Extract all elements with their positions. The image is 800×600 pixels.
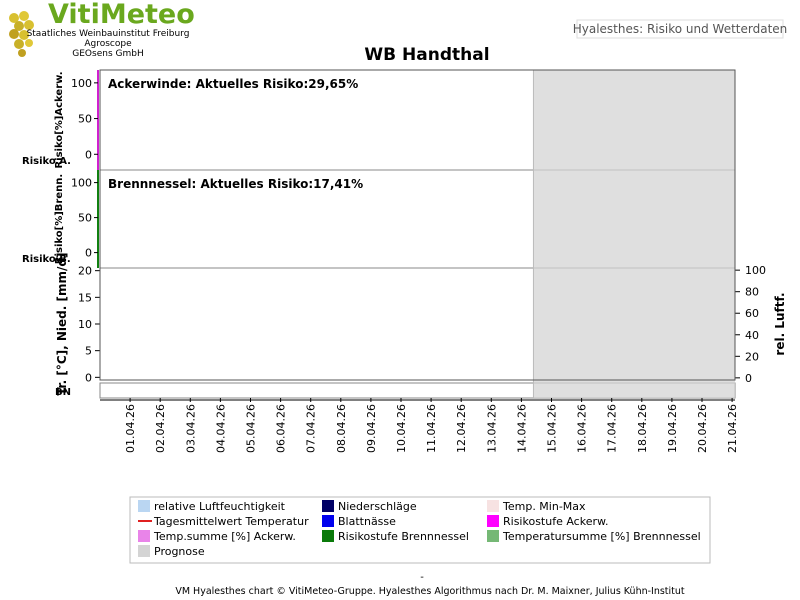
y2-tick-label: 80 — [745, 286, 759, 299]
x-tick-label: 05.04.26 — [245, 404, 258, 453]
y2-axis-label: rel. Luftf. — [773, 292, 787, 355]
y-tick-label: 5 — [85, 345, 92, 358]
x-tick-label: 04.04.26 — [214, 404, 227, 453]
legend-item: Prognose — [138, 545, 205, 558]
legend-swatch — [322, 515, 334, 527]
legend-label: relative Luftfeuchtigkeit — [154, 500, 286, 513]
legend-item: Temp.summe [%] Ackerw. — [138, 530, 296, 543]
risk-label: Risiko A. — [22, 156, 71, 167]
legend: relative Luftfeuchtigkeit Tagesmittelwer… — [138, 500, 701, 558]
y-tick-label: 100 — [71, 177, 92, 190]
x-tick-label: 11.04.26 — [425, 404, 438, 453]
y2-tick-label: 0 — [745, 372, 752, 385]
legend-swatch — [138, 500, 150, 512]
legend-label: Prognose — [154, 545, 205, 558]
legend-label: Niederschläge — [338, 500, 417, 513]
risk-label: Risiko B. — [22, 254, 71, 265]
y-tick-label: 50 — [78, 113, 92, 126]
x-tick-label: 02.04.26 — [154, 404, 167, 453]
y-axis-label: Risiko[%]Brenn. — [54, 174, 65, 264]
legend-swatch — [138, 545, 150, 557]
legend-item: Temp. Min-Max — [487, 500, 586, 513]
y-tick-label: 0 — [85, 148, 92, 161]
footer-dash: - — [420, 572, 424, 583]
y-tick-label: 50 — [78, 212, 92, 225]
y2-tick-label: 60 — [745, 307, 759, 320]
section-title: Hyalesthes: Risiko und Wetterdaten — [573, 22, 788, 36]
x-tick-label: 18.04.26 — [636, 404, 649, 453]
legend-item: Temperatursumme [%] Brennnessel — [487, 530, 701, 543]
footer-credit: VM Hyalesthes chart © VitiMeteo-Gruppe. … — [175, 586, 685, 597]
x-tick-label: 08.04.26 — [335, 404, 348, 453]
x-tick-label: 12.04.26 — [455, 404, 468, 453]
legend-swatch — [487, 515, 499, 527]
legend-swatch — [322, 500, 334, 512]
institution: GEOsens GmbH — [72, 49, 143, 59]
y2-tick-label: 20 — [745, 350, 759, 363]
legend-box — [129, 496, 711, 564]
bn-label: BN — [55, 387, 71, 398]
x-tick-label: 15.04.26 — [546, 404, 559, 453]
institution: Agroscope — [84, 39, 132, 49]
panel-title: Ackerwinde: Aktuelles Risiko:29,65% — [108, 77, 358, 91]
y-tick-label: 15 — [78, 291, 92, 304]
x-tick-label: 07.04.26 — [305, 404, 318, 453]
legend-swatch — [138, 530, 150, 542]
logo-text: VitiMeteo — [48, 0, 195, 30]
x-tick-label: 20.04.26 — [696, 404, 709, 453]
x-tick-label: 17.04.26 — [606, 404, 619, 453]
legend-swatch — [487, 530, 499, 542]
legend-item: Niederschläge — [322, 500, 417, 513]
legend-swatch — [322, 530, 334, 542]
legend-label: Temp. Min-Max — [502, 500, 586, 513]
x-tick-label: 14.04.26 — [515, 404, 528, 453]
legend-item: Risikostufe Brennnessel — [322, 530, 469, 543]
y2-tick-label: 100 — [745, 264, 766, 277]
legend-item: Risikostufe Ackerw. — [487, 515, 608, 528]
legend-item: Tagesmittelwert Temperatur — [138, 515, 309, 528]
y-tick-label: 0 — [85, 371, 92, 384]
x-tick-label: 06.04.26 — [275, 404, 288, 453]
legend-label: Blattnässe — [338, 515, 396, 528]
y-tick-label: 100 — [71, 77, 92, 90]
x-tick-label: 19.04.26 — [666, 404, 679, 453]
x-tick-label: 10.04.26 — [395, 404, 408, 453]
section-box — [576, 19, 784, 39]
prognosis-overlay — [533, 70, 735, 398]
x-tick-label: 03.04.26 — [184, 404, 197, 453]
y-tick-label: 10 — [78, 318, 92, 331]
frame — [99, 69, 736, 381]
legend-label: Risikostufe Ackerw. — [503, 515, 608, 528]
legend-item: Blattnässe — [322, 515, 396, 528]
chart-title: WB Handthal — [364, 45, 489, 65]
y-tick-label: 0 — [85, 247, 92, 260]
y-axis-label: Risiko[%]Ackerw. — [54, 71, 65, 168]
legend-swatch — [487, 500, 499, 512]
x-tick-label: 21.04.26 — [726, 404, 739, 453]
legend-item: relative Luftfeuchtigkeit — [138, 500, 286, 513]
legend-label: Temperatursumme [%] Brennnessel — [502, 530, 701, 543]
y2-tick-label: 40 — [745, 329, 759, 342]
x-tick-label: 16.04.26 — [576, 404, 589, 453]
x-tick-label: 13.04.26 — [485, 404, 498, 453]
legend-label: Temp.summe [%] Ackerw. — [153, 530, 296, 543]
logo: VitiMeteo — [9, 0, 195, 57]
y-axis-label: Tr. [°C], Nied. [mm/d] — [55, 253, 69, 396]
institution: Staatliches Weinbauinstitut Freiburg — [27, 29, 190, 39]
legend-label: Risikostufe Brennnessel — [338, 530, 469, 543]
x-tick-label: 09.04.26 — [365, 404, 378, 453]
x-tick-label: 01.04.26 — [124, 404, 137, 453]
legend-label: Tagesmittelwert Temperatur — [153, 515, 309, 528]
panel-title: Brennnessel: Aktuelles Risiko:17,41% — [108, 177, 363, 191]
y-tick-label: 20 — [78, 265, 92, 278]
